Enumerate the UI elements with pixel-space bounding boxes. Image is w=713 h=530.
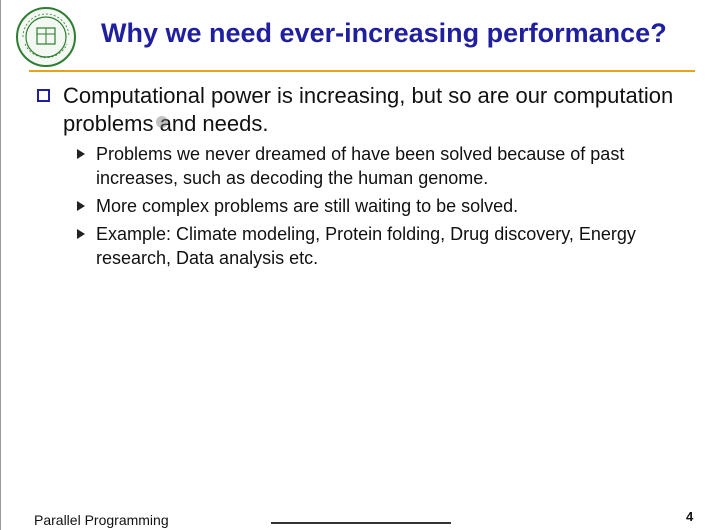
hollow-square-bullet-icon xyxy=(37,89,50,102)
page-number: 4 xyxy=(686,509,694,524)
main-bullet: Computational power is increasing, but s… xyxy=(37,82,697,138)
title-divider xyxy=(29,70,695,72)
slide-title: Why we need ever-increasing performance? xyxy=(101,18,667,48)
sub-bullet-text: Problems we never dreamed of have been s… xyxy=(96,144,625,188)
main-bullet-text: Computational power is increasing, but s… xyxy=(63,83,674,136)
sub-bullet-text: Example: Climate modeling, Protein foldi… xyxy=(96,224,636,268)
sub-bullet-text: More complex problems are still waiting … xyxy=(96,196,519,216)
triangle-bullet-icon xyxy=(77,229,85,239)
university-seal-icon xyxy=(16,7,76,67)
sub-bullet-list: Problems we never dreamed of have been s… xyxy=(37,142,697,270)
triangle-bullet-icon xyxy=(77,201,85,211)
mouse-cursor xyxy=(156,116,168,128)
bullet-list: Computational power is increasing, but s… xyxy=(37,82,697,274)
sub-bullet: More complex problems are still waiting … xyxy=(77,194,697,218)
triangle-bullet-icon xyxy=(77,149,85,159)
sub-bullet: Example: Climate modeling, Protein foldi… xyxy=(77,222,697,270)
footer-divider xyxy=(271,522,451,524)
sub-bullet: Problems we never dreamed of have been s… xyxy=(77,142,697,190)
footer-course: Parallel Programming xyxy=(34,512,169,528)
